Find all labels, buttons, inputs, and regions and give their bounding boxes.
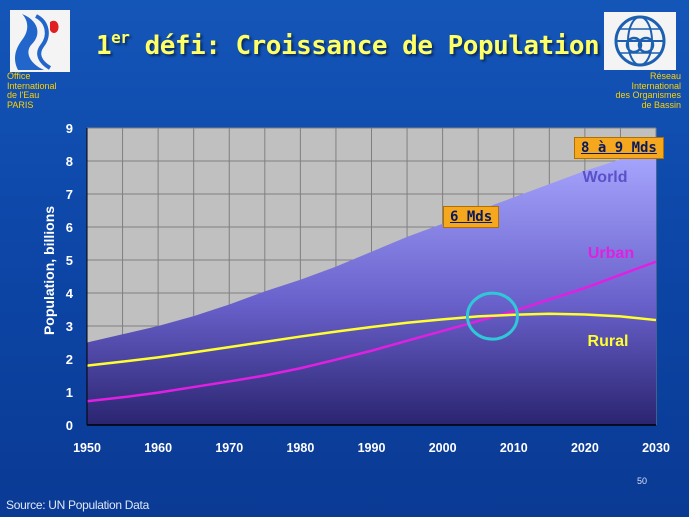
org-left-line: PARIS: [7, 99, 34, 110]
urban-label: Urban: [588, 245, 634, 262]
y-tick-label: 1: [66, 385, 73, 400]
slide-title: 1er défi: Croissance de Population: [96, 28, 600, 61]
y-tick-label: 3: [66, 319, 73, 334]
x-tick-label: 2020: [571, 441, 599, 455]
title-sup: er: [111, 28, 130, 47]
rural-label: Rural: [588, 333, 629, 350]
crossover-circle: [465, 291, 519, 341]
x-tick-label: 2010: [500, 441, 528, 455]
x-tick-label: 1950: [73, 441, 101, 455]
y-tick-label: 9: [66, 121, 73, 136]
org-right-line: International: [631, 80, 681, 91]
urban-line: [86, 260, 657, 403]
title-main: 1: [96, 31, 112, 61]
org-right-line: de Bassin: [641, 99, 681, 110]
world-label: World: [582, 169, 627, 186]
x-tick-label: 1990: [358, 441, 386, 455]
y-tick-label: 8: [66, 154, 73, 169]
world-area: [87, 149, 656, 425]
x-tick-label: 2030: [642, 441, 670, 455]
org-left-line: Office: [7, 71, 31, 81]
callout-6-mds: 6 Mds: [443, 206, 500, 228]
org-right-line: Réseau: [649, 71, 681, 81]
y-tick-label: 2: [66, 352, 73, 367]
org-right-line: des Organismes: [615, 90, 681, 100]
x-tick-label: 1960: [144, 441, 172, 455]
y-tick-label: 6: [66, 220, 73, 235]
x-tick-label: 1970: [215, 441, 243, 455]
callout-8-9-mds: 8 à 9 Mds: [574, 137, 664, 159]
riob-logo: [604, 12, 676, 70]
org-left-line: de l'Eau: [7, 90, 40, 100]
y-axis-title: Population, billions: [41, 206, 57, 335]
y-tick-label: 7: [66, 187, 73, 202]
source-note: Source: UN Population Data: [6, 498, 149, 512]
title-rest: défi: Croissance de Population: [129, 31, 600, 61]
org-left-line: International: [7, 80, 57, 91]
x-tick-label: 1980: [286, 441, 314, 455]
page-number: 50: [637, 476, 648, 486]
org-left-label: Office International de l'Eau PARIS: [7, 71, 57, 110]
y-tick-label: 4: [66, 286, 74, 301]
y-tick-label: 5: [66, 253, 73, 268]
x-tick-label: 2000: [429, 441, 457, 455]
oieau-logo: [10, 10, 70, 72]
y-tick-label: 0: [66, 418, 73, 433]
rural-line: [86, 312, 657, 367]
org-right-label: Réseau International des Organismes de B…: [615, 71, 681, 110]
